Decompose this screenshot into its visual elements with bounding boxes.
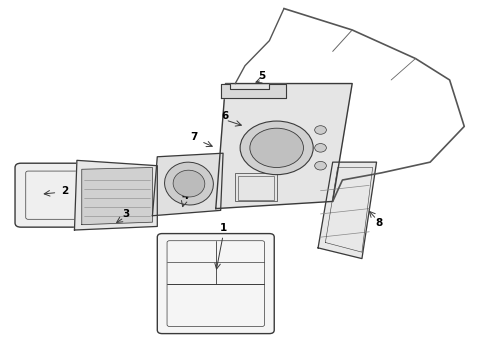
Ellipse shape: [165, 162, 213, 205]
Polygon shape: [220, 84, 287, 98]
Polygon shape: [216, 84, 352, 208]
Ellipse shape: [173, 170, 205, 197]
Bar: [238, 176, 274, 200]
Polygon shape: [74, 160, 157, 230]
FancyBboxPatch shape: [157, 234, 274, 334]
Text: 3: 3: [122, 209, 129, 219]
Polygon shape: [318, 162, 376, 258]
Bar: [235, 173, 277, 202]
Circle shape: [315, 126, 326, 134]
Text: 5: 5: [258, 71, 266, 81]
Polygon shape: [152, 153, 223, 216]
Text: 4: 4: [182, 191, 189, 201]
Text: 1: 1: [220, 223, 227, 233]
Text: 7: 7: [190, 132, 197, 142]
Circle shape: [315, 144, 326, 152]
Text: 2: 2: [61, 186, 68, 196]
Polygon shape: [82, 167, 152, 225]
FancyBboxPatch shape: [15, 163, 107, 227]
Text: 8: 8: [375, 218, 383, 228]
Circle shape: [315, 161, 326, 170]
Circle shape: [240, 121, 313, 175]
Circle shape: [250, 128, 303, 167]
Text: 6: 6: [221, 111, 228, 121]
